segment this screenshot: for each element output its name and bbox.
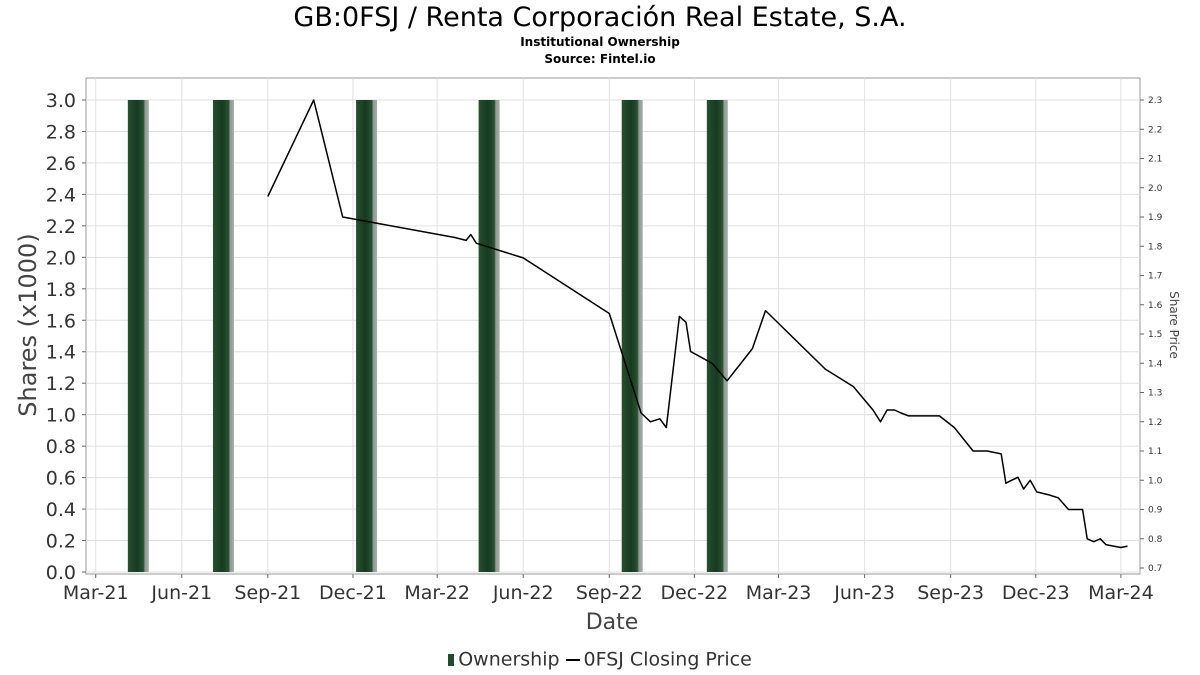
y2-tick-label: 2.2	[1148, 125, 1162, 135]
ownership-legend-label: Ownership	[458, 648, 560, 671]
y2-tick-label: 1.4	[1148, 359, 1163, 369]
y-tick-label: 2.4	[46, 184, 76, 206]
ownership-bar	[212, 100, 234, 572]
y2-tick-label: 0.7	[1148, 564, 1162, 574]
y2-tick-label: 1.5	[1148, 330, 1162, 340]
price-line	[267, 99, 1128, 549]
y-tick-label: 0.6	[46, 468, 76, 490]
y2-tick-label: 0.9	[1148, 506, 1163, 516]
chart-subtitle: Institutional Ownership	[520, 35, 680, 49]
y-tick-label: 1.8	[46, 279, 76, 301]
ownership-bar	[478, 100, 500, 572]
y2-tick-label: 2.1	[1148, 155, 1162, 165]
y2-tick-label: 1.0	[1148, 476, 1163, 486]
ownership-bar	[356, 100, 378, 572]
y-axis-label: Shares (x1000)	[14, 233, 42, 416]
price-legend-swatch	[565, 658, 580, 661]
x-tick-label: Jun-21	[150, 582, 212, 604]
ownership-bar	[621, 100, 643, 572]
x-tick-label: Sep-23	[917, 582, 984, 604]
x-tick-label: Dec-22	[660, 582, 728, 604]
y2-tick-label: 1.6	[1148, 301, 1163, 311]
x-tick-label: Mar-22	[404, 582, 470, 604]
x-tick-label: Jun-23	[833, 582, 895, 604]
y2-tick-label: 0.8	[1148, 535, 1163, 545]
y2-tick-label: 1.7	[1148, 272, 1162, 282]
y2-tick-label: 1.9	[1148, 213, 1163, 223]
y-tick-label: 1.2	[46, 373, 76, 395]
x-tick-label: Mar-24	[1088, 582, 1154, 604]
y2-tick-label: 2.3	[1148, 96, 1162, 106]
y-tick-label: 2.0	[46, 247, 76, 269]
price-legend-label: 0FSJ Closing Price	[583, 648, 752, 671]
x-axis-label: Date	[586, 610, 639, 635]
y-tick-label: 0.2	[46, 531, 76, 553]
y2-tick-label: 2.0	[1148, 184, 1163, 194]
y-tick-label: 3.0	[46, 90, 76, 112]
y2-axis-label: Share Price	[1167, 291, 1181, 359]
y2-tick-label: 1.2	[1148, 418, 1162, 428]
y-tick-label: 2.6	[46, 153, 76, 175]
y-tick-label: 2.8	[46, 121, 76, 143]
legend: Ownership 0FSJ Closing Price	[0, 648, 1200, 671]
y-tick-label: 1.6	[46, 310, 76, 332]
y-tick-label: 2.2	[46, 216, 76, 238]
chart-source: Source: Fintel.io	[544, 52, 656, 66]
x-tick-label: Dec-23	[1002, 582, 1070, 604]
y2-tick-label: 1.3	[1148, 389, 1162, 399]
x-tick-label: Mar-21	[63, 582, 129, 604]
x-tick-label: Sep-21	[234, 582, 301, 604]
chart-title: GB:0FSJ / Renta Corporación Real Estate,…	[293, 2, 907, 33]
ownership-legend-swatch	[448, 653, 455, 666]
y-tick-label: 0.8	[46, 436, 76, 458]
x-tick-label: Mar-23	[746, 582, 812, 604]
y2-tick-label: 1.1	[1148, 447, 1162, 457]
ownership-bar	[127, 100, 149, 572]
y-tick-label: 0.0	[46, 562, 76, 584]
x-tick-label: Dec-21	[319, 582, 387, 604]
y-tick-label: 0.4	[46, 499, 76, 521]
x-tick-label: Sep-22	[576, 582, 643, 604]
y2-tick-label: 1.8	[1148, 242, 1163, 252]
x-tick-label: Jun-22	[492, 582, 554, 604]
y-tick-label: 1.0	[46, 405, 76, 427]
y-tick-label: 1.4	[46, 342, 76, 364]
ownership-bar	[706, 100, 728, 572]
